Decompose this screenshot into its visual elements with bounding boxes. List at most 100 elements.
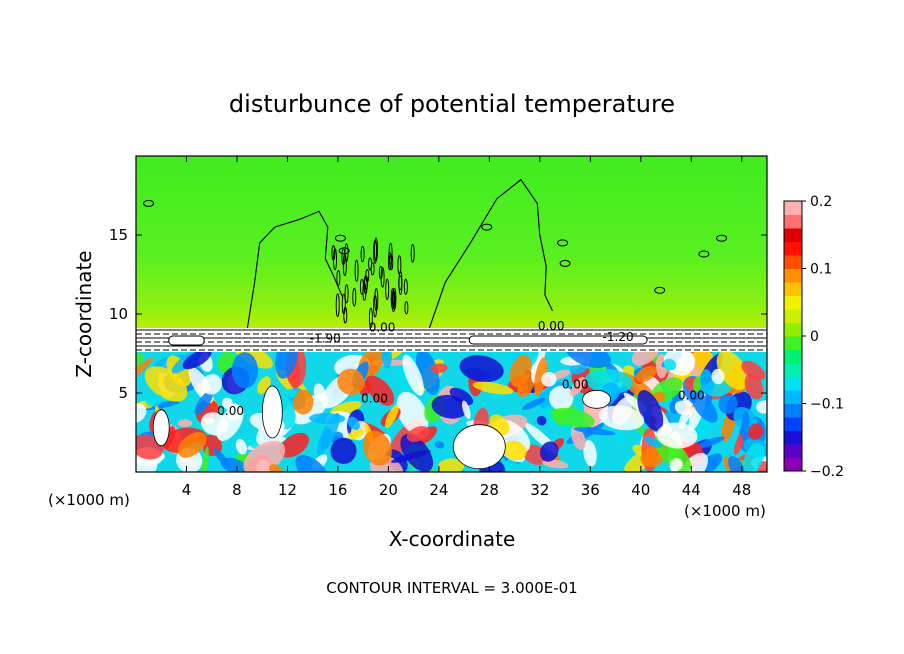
field-patch bbox=[437, 458, 465, 472]
field-patch bbox=[396, 391, 429, 436]
field-patch bbox=[348, 428, 364, 440]
field-patch bbox=[700, 369, 714, 395]
field-patch bbox=[635, 365, 657, 383]
field-cell bbox=[452, 424, 506, 470]
contour-loop bbox=[559, 259, 571, 267]
contour-loop bbox=[557, 239, 569, 247]
field-patch bbox=[400, 434, 434, 472]
field-cell bbox=[261, 385, 283, 439]
colorbar-swatch bbox=[784, 282, 802, 296]
field-patch bbox=[292, 389, 314, 415]
field-patch bbox=[756, 400, 767, 414]
contour-label: -1.20 bbox=[603, 330, 634, 344]
colorbar-swatch bbox=[784, 403, 802, 418]
x-tick-label: 32 bbox=[530, 481, 549, 499]
field-patch bbox=[743, 443, 765, 472]
field-patch bbox=[163, 426, 176, 450]
field-patch bbox=[330, 437, 357, 464]
turbulence-field bbox=[136, 333, 767, 472]
colorbar-swatch bbox=[784, 376, 802, 391]
field-cell bbox=[152, 409, 170, 447]
x-tick-label: 4 bbox=[182, 481, 192, 499]
contour-label: 0.00 bbox=[217, 404, 244, 418]
field-patch bbox=[459, 355, 504, 383]
contour-loop bbox=[698, 250, 710, 258]
field-patch bbox=[541, 371, 557, 387]
colorbar: 0.2 0.1 0 −0.1 −0.2 bbox=[784, 194, 844, 480]
x-tick-label: 8 bbox=[232, 481, 242, 499]
field-patch bbox=[644, 436, 662, 448]
contour-loop bbox=[341, 293, 346, 315]
field-patch bbox=[569, 376, 586, 397]
contour-line bbox=[428, 178, 553, 330]
field-patch bbox=[573, 427, 616, 436]
colorbar-swatch bbox=[784, 457, 802, 472]
field-patch bbox=[539, 441, 559, 462]
field-patch bbox=[316, 412, 340, 456]
colorbar-tick-label: 0.1 bbox=[810, 262, 832, 278]
band-cell bbox=[168, 335, 205, 346]
contour-loop bbox=[378, 265, 383, 280]
field-patch bbox=[670, 458, 683, 471]
x-axis-label: X-coordinate bbox=[389, 527, 516, 551]
contour-loop bbox=[335, 293, 340, 317]
y-axis: 5 10 15 bbox=[109, 226, 767, 402]
x-unit-right: (×1000 m) bbox=[684, 502, 766, 520]
field-patch bbox=[550, 407, 595, 428]
field-patch bbox=[200, 446, 209, 472]
field-patch bbox=[434, 441, 445, 449]
field-patch bbox=[347, 416, 360, 430]
field-cell bbox=[582, 389, 611, 409]
contour-loop bbox=[654, 286, 666, 294]
field-patch bbox=[718, 393, 738, 415]
x-tick-label: 36 bbox=[581, 481, 600, 499]
x-unit-left: (×1000 m) bbox=[48, 491, 130, 509]
contour-loop bbox=[338, 247, 350, 255]
contour-label: 0.00 bbox=[361, 391, 388, 405]
colorbar-tick-label: −0.1 bbox=[810, 397, 844, 413]
x-tick-label: 40 bbox=[631, 481, 650, 499]
field-patch bbox=[521, 397, 546, 411]
field-patch bbox=[585, 368, 633, 394]
contour-loop bbox=[392, 287, 397, 310]
colorbar-swatch bbox=[784, 336, 802, 350]
field-patch bbox=[362, 430, 392, 466]
field-patch bbox=[295, 455, 329, 472]
contour-loop bbox=[143, 199, 155, 207]
contour-label: 0.00 bbox=[369, 320, 396, 334]
colorbar-tick-label: 0.2 bbox=[810, 194, 832, 210]
field-patch bbox=[748, 423, 763, 440]
field-patch bbox=[177, 419, 193, 428]
field-patch bbox=[402, 354, 424, 396]
x-tick-label: 24 bbox=[429, 481, 448, 499]
field-patch bbox=[693, 375, 702, 393]
y-tick-label: 5 bbox=[118, 384, 128, 402]
field-patch bbox=[269, 464, 283, 472]
colorbar-swatch bbox=[784, 349, 802, 364]
field-patch bbox=[365, 375, 395, 406]
colorbar-swatch bbox=[784, 255, 802, 269]
field-patch bbox=[145, 394, 164, 407]
field-patch bbox=[177, 431, 207, 458]
field-patch bbox=[536, 415, 547, 426]
contour-loop bbox=[344, 284, 349, 304]
contour-loop bbox=[390, 288, 395, 309]
field-patch bbox=[598, 405, 645, 431]
field-patch bbox=[201, 374, 222, 395]
colorbar-frame bbox=[783, 200, 803, 472]
field-patch bbox=[741, 360, 766, 381]
colorbar-swatch bbox=[784, 322, 802, 337]
field-patch bbox=[583, 440, 597, 467]
field-patch bbox=[203, 417, 215, 425]
field-patch bbox=[472, 381, 514, 395]
contour-line bbox=[246, 210, 344, 330]
contour-label: -1.90 bbox=[310, 331, 341, 345]
field-patch bbox=[449, 387, 474, 406]
field-patch bbox=[221, 397, 233, 409]
contour-loop bbox=[336, 269, 341, 286]
field-patch bbox=[182, 349, 212, 370]
contour-loop bbox=[716, 234, 728, 242]
field-patch bbox=[136, 357, 154, 387]
field-patch bbox=[663, 358, 677, 371]
